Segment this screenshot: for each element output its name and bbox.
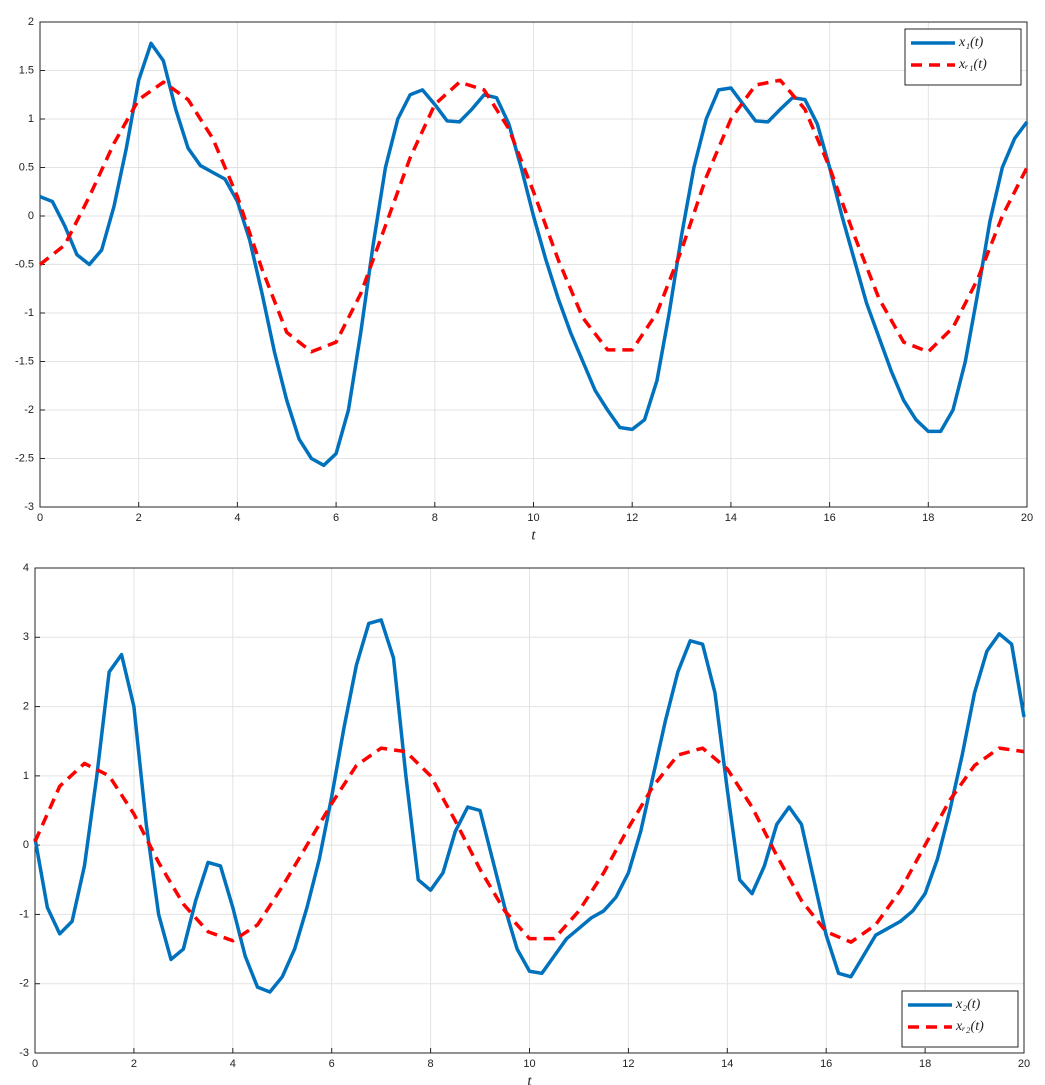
y-tick-label: -1.5: [15, 355, 34, 367]
y-tick-label: 1.5: [19, 64, 34, 76]
x-tick-label: 0: [32, 1058, 38, 1070]
x-tick-label: 16: [820, 1058, 832, 1070]
data-line: [38, 78, 1029, 354]
y-tick-label: 0: [28, 210, 34, 222]
legend-box: [901, 990, 1019, 1048]
y-tick-label: 2: [23, 700, 29, 712]
legend-label: xᵣ₂(t): [955, 1019, 984, 1034]
x-tick-label: 10: [523, 1058, 535, 1070]
y-tick-label: 0: [23, 839, 29, 851]
legend-label: x₁(t): [958, 35, 984, 50]
y-tick-label: -2: [19, 978, 29, 990]
y-tick-label: 4: [23, 562, 29, 574]
x-axis-label: t: [527, 1073, 532, 1085]
y-tick-label: 1: [28, 113, 34, 125]
y-tick-label: -0.5: [15, 258, 34, 270]
x-tick-label: 16: [823, 512, 835, 524]
legend-label: xᵣ₁(t): [958, 57, 987, 72]
y-tick-label: -2.5: [15, 452, 34, 464]
y-tick-label: 0.5: [19, 161, 34, 173]
y-tick-label: -3: [24, 501, 34, 513]
x-tick-label: 20: [1021, 512, 1033, 524]
x-tick-label: 12: [626, 512, 638, 524]
x-tick-label: 4: [234, 512, 240, 524]
data-line: [39, 41, 1029, 468]
y-tick-label: 2: [28, 16, 34, 28]
x-axis-label: t: [531, 527, 536, 543]
x-tick-label: 12: [622, 1058, 634, 1070]
x-tick-label: 10: [527, 512, 539, 524]
x-tick-label: 0: [37, 512, 43, 524]
x-tick-label: 14: [721, 1058, 733, 1070]
x-tick-label: 8: [432, 512, 438, 524]
x-tick-label: 8: [428, 1058, 434, 1070]
x-tick-label: 18: [919, 1058, 931, 1070]
x-tick-label: 2: [136, 512, 142, 524]
x-tick-label: 6: [333, 512, 339, 524]
y-tick-label: -1: [19, 908, 29, 920]
y-tick-label: 1: [23, 770, 29, 782]
x-tick-label: 2: [131, 1058, 137, 1070]
y-tick-label: 3: [23, 631, 29, 643]
legend-box: [904, 28, 1022, 86]
x-tick-label: 4: [230, 1058, 236, 1070]
x-tick-label: 14: [725, 512, 737, 524]
y-tick-label: -3: [19, 1047, 29, 1059]
data-line: [33, 746, 1025, 944]
y-tick-label: -1: [24, 307, 34, 319]
x-tick-label: 6: [329, 1058, 335, 1070]
legend-label: x₂(t): [955, 997, 981, 1012]
axes-box: [34, 567, 1025, 1054]
y-tick-label: -2: [24, 404, 34, 416]
x-tick-label: 18: [922, 512, 934, 524]
data-line: [33, 618, 1026, 994]
x-tick-label: 20: [1018, 1058, 1030, 1070]
